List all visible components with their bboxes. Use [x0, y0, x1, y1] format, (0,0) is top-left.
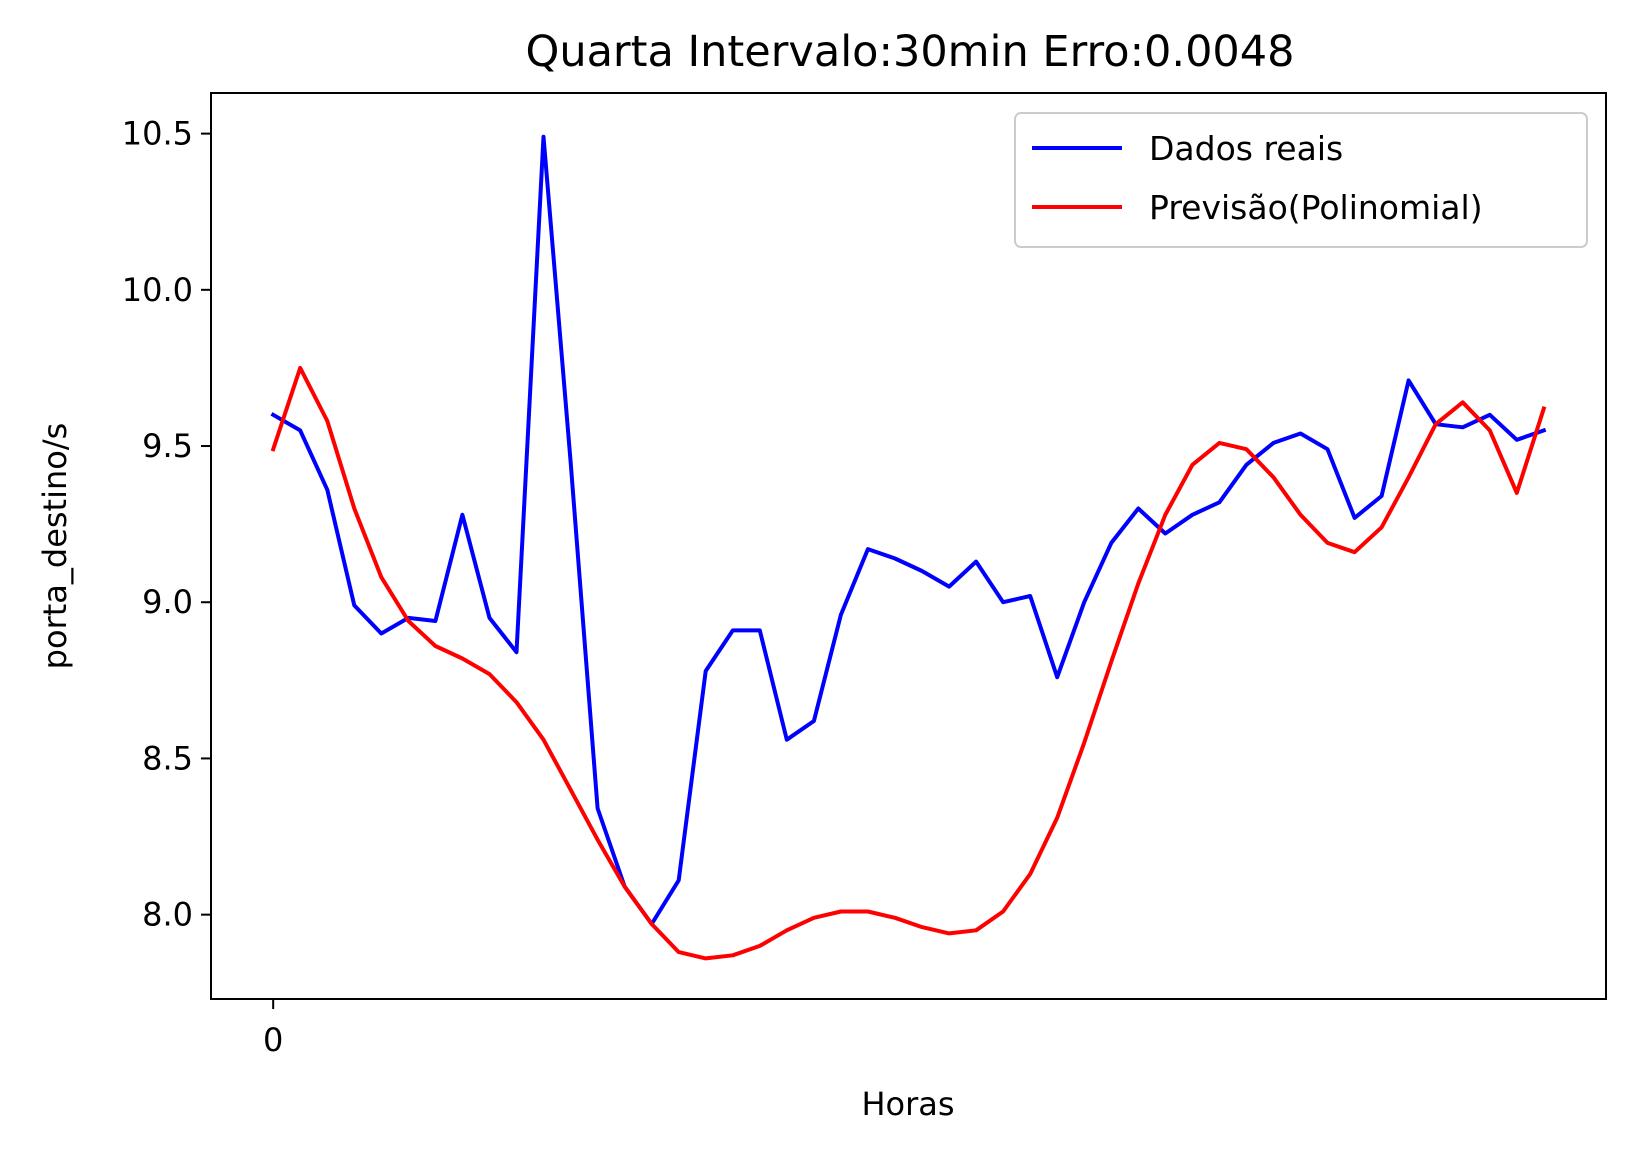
x-axis-label: Horas — [861, 1085, 954, 1123]
y-tick-label: 10.5 — [122, 115, 193, 153]
series-line-0 — [270, 134, 1547, 926]
series-line-1 — [270, 365, 1547, 961]
legend-box — [1014, 112, 1588, 248]
chart-title: Quarta Intervalo:30min Erro:0.0048 — [525, 27, 1294, 77]
y-axis: 8.0 8.5 9.0 9.5 10.0 10.5 — [122, 115, 211, 934]
y-tick-label: 8.0 — [142, 896, 193, 934]
y-tick-label: 10.0 — [122, 271, 193, 309]
y-tick-label: 9.5 — [142, 427, 193, 465]
legend-label-previsao: Previsão(Polinomial) — [1149, 188, 1483, 227]
plot-area — [270, 134, 1547, 961]
x-tick-label: 0 — [263, 1021, 283, 1059]
legend-label-dados-reais: Dados reais — [1149, 129, 1343, 168]
y-tick-label: 8.5 — [142, 739, 193, 777]
x-axis: 0 — [263, 999, 283, 1059]
y-tick-label: 9.0 — [142, 583, 193, 621]
plot-frame — [210, 92, 1607, 1000]
legend: Dados reais Previsão(Polinomial) — [1014, 112, 1588, 248]
y-axis-label: porta_destino/s — [36, 423, 74, 670]
